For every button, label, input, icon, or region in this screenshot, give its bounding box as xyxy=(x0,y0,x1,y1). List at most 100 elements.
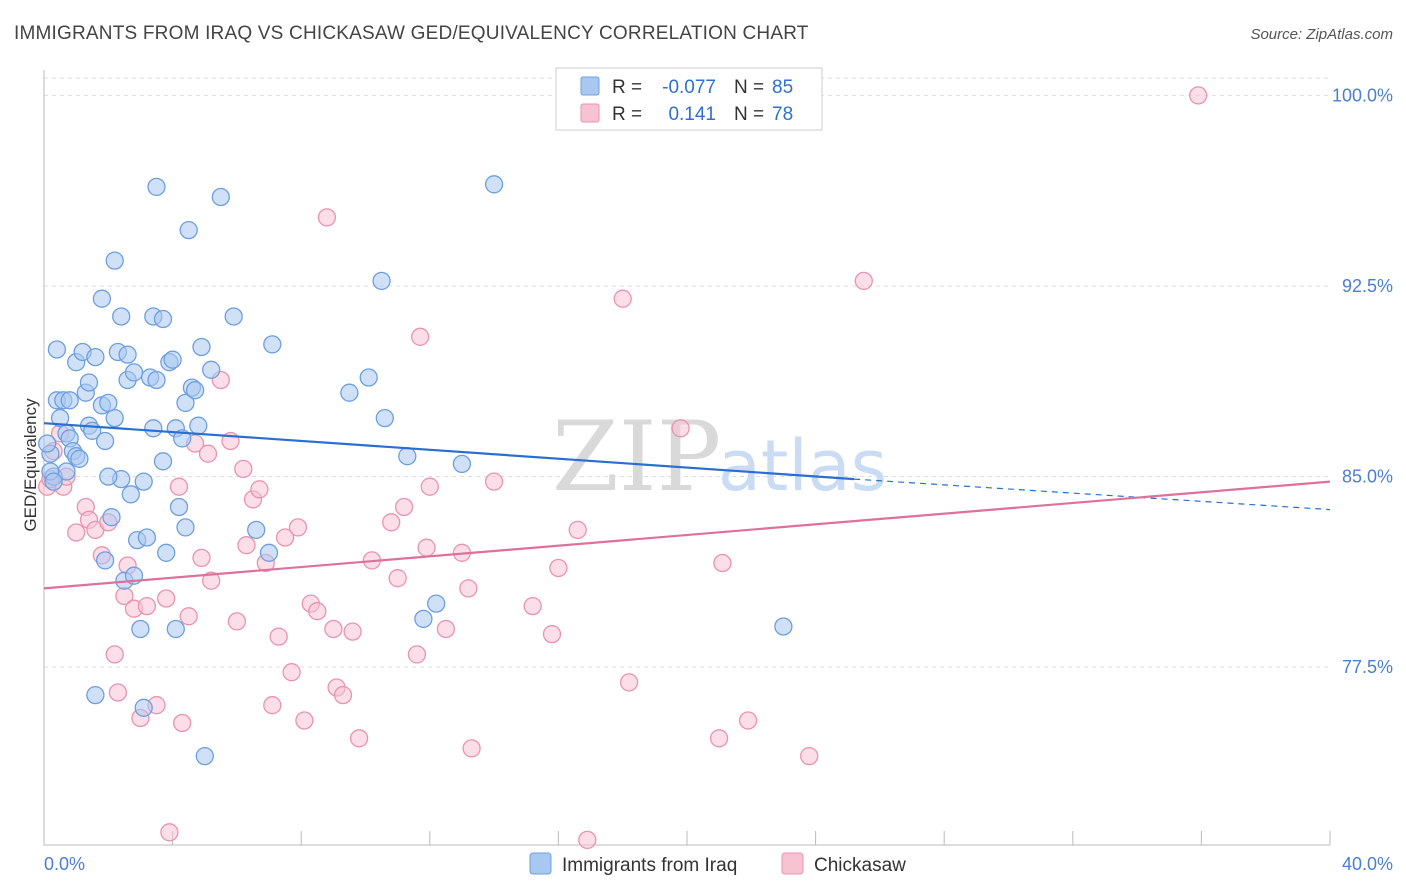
iraq-point xyxy=(774,617,793,636)
iraq-point xyxy=(95,431,115,451)
legend-swatch-chickasaw xyxy=(580,103,600,123)
iraq-point xyxy=(185,381,205,400)
chickasaw-point xyxy=(227,612,247,631)
chickasaw-point xyxy=(420,477,439,496)
chickasaw-point xyxy=(179,607,198,626)
y-tick-labels: 77.5% 85.0% 92.5% 100.0% xyxy=(1332,85,1393,677)
chickasaw-point xyxy=(324,619,343,639)
iraq-point xyxy=(192,337,211,357)
iraq-point xyxy=(105,408,124,428)
chickasaw-point xyxy=(542,624,562,644)
chickasaw-point xyxy=(67,523,86,542)
iraq-point xyxy=(452,454,472,474)
chickasaw-point xyxy=(462,739,481,758)
iraq-point xyxy=(92,289,112,308)
iraq-point xyxy=(86,347,105,367)
chickasaw-point xyxy=(436,619,456,639)
iraq-point xyxy=(124,363,144,382)
watermark: ZIP atlas xyxy=(552,401,887,513)
chickasaw-point xyxy=(333,685,353,705)
chickasaw-point xyxy=(713,553,732,573)
iraq-point xyxy=(121,485,140,504)
iraq-trend-line xyxy=(43,422,855,481)
iraq-point xyxy=(166,619,185,639)
iraq-point xyxy=(118,345,137,364)
chickasaw-point xyxy=(343,622,362,641)
iraq-point xyxy=(79,373,99,392)
chickasaw-point xyxy=(854,271,873,291)
iraq-point xyxy=(147,177,166,197)
y-axis-label: GED/Equivalency xyxy=(21,398,40,532)
iraq-point xyxy=(112,307,131,326)
iraq-point xyxy=(137,528,157,547)
legend-r-label-iraq: R = xyxy=(612,77,642,98)
iraq-point xyxy=(38,434,57,453)
iraq-point xyxy=(102,508,121,527)
chickasaw-point xyxy=(671,419,690,438)
iraq-point xyxy=(169,497,189,517)
legend-r-label-chickasaw: R = xyxy=(612,104,642,125)
chickasaw-point xyxy=(263,696,282,715)
chickasaw-point xyxy=(619,673,639,692)
x-tick-label-max: 40.0% xyxy=(1342,854,1393,874)
chickasaw-point xyxy=(160,823,179,842)
chickasaw-point xyxy=(317,208,337,227)
bottom-legend-swatch-chickasaw xyxy=(781,852,804,875)
chickasaw-point xyxy=(394,497,414,517)
iraq-point xyxy=(153,452,173,471)
chickasaw-point xyxy=(411,327,430,346)
iraq-point xyxy=(202,360,221,379)
iraq-point xyxy=(414,609,433,629)
chickasaw-point xyxy=(549,558,568,578)
chickasaw-point xyxy=(459,579,478,598)
chickasaw-point xyxy=(169,477,189,496)
chickasaw-point xyxy=(308,602,327,621)
chickasaw-point xyxy=(295,711,314,730)
iraq-point xyxy=(134,472,153,491)
chickasaw-point xyxy=(198,444,218,463)
chickasaw-point xyxy=(613,289,632,308)
y-tick-label: 100.0% xyxy=(1332,85,1393,105)
chickasaw-point xyxy=(157,589,176,608)
x-tick-label-min: 0.0% xyxy=(44,854,85,874)
chickasaw-point xyxy=(349,729,369,748)
chickasaw-point xyxy=(202,571,221,590)
iraq-trend-extension xyxy=(854,478,1331,511)
iraq-point xyxy=(375,408,394,428)
iraq-point xyxy=(176,393,195,413)
iraq-point xyxy=(398,447,417,466)
bottom-legend-label-iraq: Immigrants from Iraq xyxy=(562,855,737,876)
iraq-point xyxy=(47,340,67,359)
iraq-point xyxy=(484,175,504,194)
bottom-legend: Immigrants from Iraq Chickasaw xyxy=(529,852,906,876)
watermark-zip: ZIP xyxy=(552,401,721,513)
iraq-point xyxy=(99,467,118,486)
iraq-point xyxy=(195,746,214,766)
chickasaw-point xyxy=(523,596,542,616)
chickasaw-point xyxy=(105,645,124,664)
iraq-point xyxy=(163,350,182,369)
legend: R = -0.077 N = 85 R = 0.141 N = 78 xyxy=(555,67,823,131)
watermark-atlas: atlas xyxy=(718,425,887,507)
iraq-point xyxy=(105,251,124,270)
iraq-point xyxy=(224,307,243,326)
chickasaw-point xyxy=(417,538,436,557)
legend-r-value-iraq: -0.077 xyxy=(662,77,716,98)
legend-n-label-chickasaw: N = xyxy=(734,104,764,125)
iraq-point xyxy=(131,619,150,639)
chickasaw-point xyxy=(275,528,295,547)
grid-lines xyxy=(44,77,1330,668)
iraq-point xyxy=(95,551,115,570)
iraq-point xyxy=(176,518,195,537)
legend-n-value-chickasaw: 78 xyxy=(772,104,793,125)
iraq-point xyxy=(99,393,118,413)
iraq-point xyxy=(50,408,70,428)
iraq-point xyxy=(372,271,391,291)
chickasaw-point xyxy=(237,536,256,555)
iraq-point xyxy=(247,520,266,540)
iraq-point xyxy=(134,698,153,717)
legend-n-value-iraq: 85 xyxy=(772,77,793,98)
chickasaw-point xyxy=(288,518,308,537)
iraq-point xyxy=(153,309,173,329)
